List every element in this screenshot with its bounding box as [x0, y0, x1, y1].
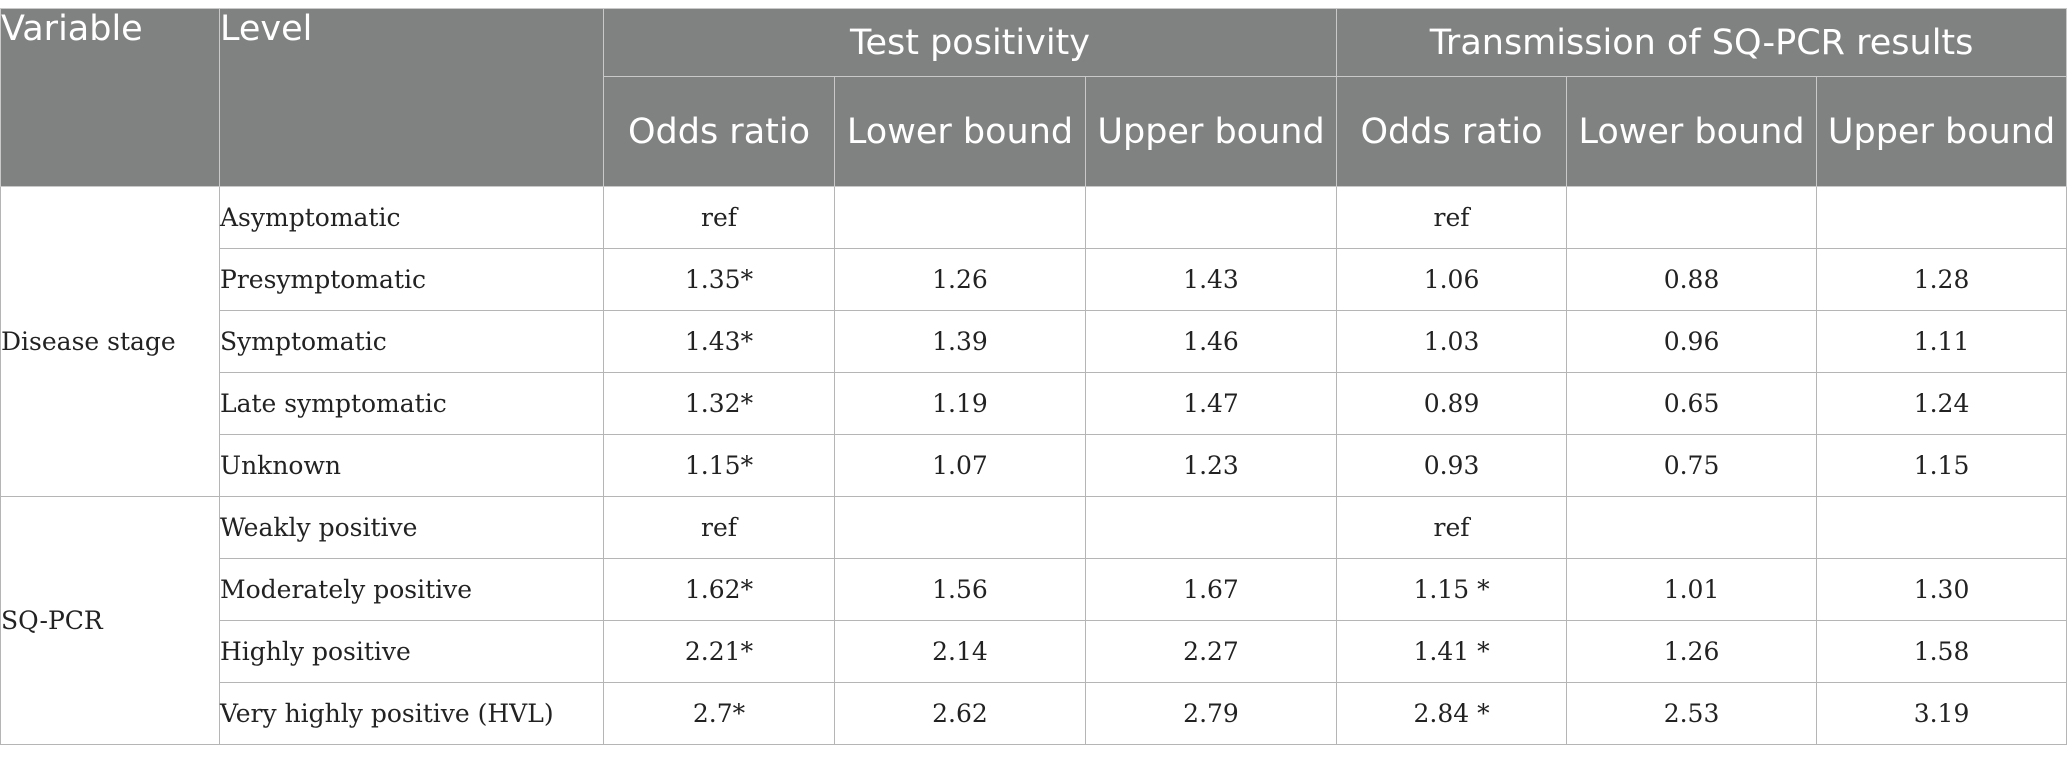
tp-lower-bound-cell: 2.14 — [834, 620, 1086, 683]
tp-lower-bound-cell — [834, 186, 1086, 249]
tp-upper-bound-cell — [1084, 496, 1338, 559]
tr-lower-bound-cell: 0.65 — [1566, 372, 1818, 435]
tp-odds-ratio-cell: 2.7* — [603, 682, 835, 745]
tp-upper-bound-cell: 1.67 — [1084, 558, 1338, 621]
header-tr-upper-bound: Upper bound — [1816, 76, 2068, 187]
table-row: Disease stage Asymptomatic ref ref — [0, 186, 2068, 497]
level-cell: Weakly positive — [219, 496, 604, 559]
tp-odds-ratio-cell: 2.21* — [603, 620, 835, 683]
level-cell: Asymptomatic — [219, 186, 604, 249]
tp-upper-bound-cell: 1.47 — [1084, 372, 1338, 435]
tp-odds-ratio-cell: 1.15* — [603, 434, 835, 497]
tr-upper-bound-cell: 1.30 — [1816, 558, 2068, 621]
tp-lower-bound-cell — [834, 496, 1086, 559]
header-test-positivity: Test positivity — [602, 8, 1338, 77]
tr-upper-bound-cell: 1.11 — [1816, 310, 2068, 373]
tr-lower-bound-cell — [1566, 496, 1818, 559]
tp-odds-ratio-cell: ref — [603, 496, 835, 559]
tr-odds-ratio-cell: 1.06 — [1336, 248, 1568, 311]
tr-lower-bound-cell: 2.53 — [1566, 682, 1818, 745]
tr-odds-ratio-cell: 0.89 — [1336, 372, 1568, 435]
tr-upper-bound-cell — [1816, 186, 2068, 249]
tr-upper-bound-cell — [1816, 496, 2068, 559]
tp-upper-bound-cell: 1.23 — [1084, 434, 1338, 497]
header-transmission: Transmission of SQ-PCR results — [1336, 8, 2068, 77]
tp-lower-bound-cell: 1.19 — [834, 372, 1086, 435]
tr-odds-ratio-cell: ref — [1336, 186, 1568, 249]
tr-odds-ratio-cell: 1.03 — [1336, 310, 1568, 373]
tr-upper-bound-cell: 1.58 — [1816, 620, 2068, 683]
odds-ratio-table: Variable Level Test positivity Transmiss… — [0, 8, 2068, 745]
tr-lower-bound-cell — [1566, 186, 1818, 249]
tr-lower-bound-cell: 0.75 — [1566, 434, 1818, 497]
table-row: Presymptomatic 1.35* 1.26 1.43 1.06 0.88… — [1, 248, 2068, 311]
tr-lower-bound-cell: 0.88 — [1566, 248, 1818, 311]
level-cell: Symptomatic — [219, 310, 604, 373]
table-row: Moderately positive 1.62* 1.56 1.67 1.15… — [1, 558, 2068, 621]
header-tr-lower-bound: Lower bound — [1566, 76, 1818, 187]
level-cell: Very highly positive (HVL) — [219, 682, 604, 745]
header-tp-upper-bound: Upper bound — [1084, 76, 1338, 187]
tp-odds-ratio-cell: 1.35* — [603, 248, 835, 311]
header-tp-lower-bound: Lower bound — [834, 76, 1086, 187]
tp-odds-ratio-cell: 1.62* — [603, 558, 835, 621]
tr-lower-bound-cell: 1.01 — [1566, 558, 1818, 621]
tp-upper-bound-cell — [1084, 186, 1338, 249]
tr-odds-ratio-cell: 2.84 * — [1336, 682, 1568, 745]
table-header: Variable Level Test positivity Transmiss… — [0, 8, 2068, 187]
tp-lower-bound-cell: 2.62 — [834, 682, 1086, 745]
tp-lower-bound-cell: 1.07 — [834, 434, 1086, 497]
tp-upper-bound-cell: 2.27 — [1084, 620, 1338, 683]
tr-lower-bound-cell: 0.96 — [1566, 310, 1818, 373]
table-row: Symptomatic 1.43* 1.39 1.46 1.03 0.96 1.… — [1, 310, 2068, 373]
tr-odds-ratio-cell: ref — [1336, 496, 1568, 559]
tr-upper-bound-cell: 3.19 — [1816, 682, 2068, 745]
table-row: Late symptomatic 1.32* 1.19 1.47 0.89 0.… — [1, 372, 2068, 435]
table-row: Very highly positive (HVL) 2.7* 2.62 2.7… — [1, 682, 2068, 745]
table-row: SQ-PCR Weakly positive ref ref — [0, 496, 2068, 745]
tp-upper-bound-cell: 1.43 — [1084, 248, 1338, 311]
level-cell: Highly positive — [219, 620, 604, 683]
header-level: Level — [219, 8, 604, 187]
level-cell: Unknown — [219, 434, 604, 497]
tp-odds-ratio-cell: 1.43* — [603, 310, 835, 373]
variable-disease-stage: Disease stage — [0, 186, 220, 497]
tp-lower-bound-cell: 1.39 — [834, 310, 1086, 373]
table-row: Highly positive 2.21* 2.14 2.27 1.41 * 1… — [1, 620, 2068, 683]
tp-upper-bound-cell: 1.46 — [1084, 310, 1338, 373]
tp-odds-ratio-cell: 1.32* — [603, 372, 835, 435]
level-cell: Moderately positive — [219, 558, 604, 621]
header-tr-odds-ratio: Odds ratio — [1336, 76, 1568, 187]
tr-odds-ratio-cell: 1.41 * — [1336, 620, 1568, 683]
level-cell: Late symptomatic — [219, 372, 604, 435]
tp-upper-bound-cell: 2.79 — [1084, 682, 1338, 745]
tr-upper-bound-cell: 1.15 — [1816, 434, 2068, 497]
variable-sq-pcr: SQ-PCR — [0, 496, 220, 745]
tp-lower-bound-cell: 1.56 — [834, 558, 1086, 621]
header-variable: Variable — [0, 8, 220, 187]
tr-upper-bound-cell: 1.24 — [1816, 372, 2068, 435]
tp-lower-bound-cell: 1.26 — [834, 248, 1086, 311]
level-cell: Presymptomatic — [219, 248, 604, 311]
tr-odds-ratio-cell: 0.93 — [1336, 434, 1568, 497]
tr-upper-bound-cell: 1.28 — [1816, 248, 2068, 311]
table-row: Unknown 1.15* 1.07 1.23 0.93 0.75 1.15 — [1, 434, 2068, 497]
header-tp-odds-ratio: Odds ratio — [603, 76, 835, 187]
tr-lower-bound-cell: 1.26 — [1566, 620, 1818, 683]
tp-odds-ratio-cell: ref — [603, 186, 835, 249]
table-body: Disease stage Asymptomatic ref ref Presy… — [0, 186, 2068, 745]
tr-odds-ratio-cell: 1.15 * — [1336, 558, 1568, 621]
